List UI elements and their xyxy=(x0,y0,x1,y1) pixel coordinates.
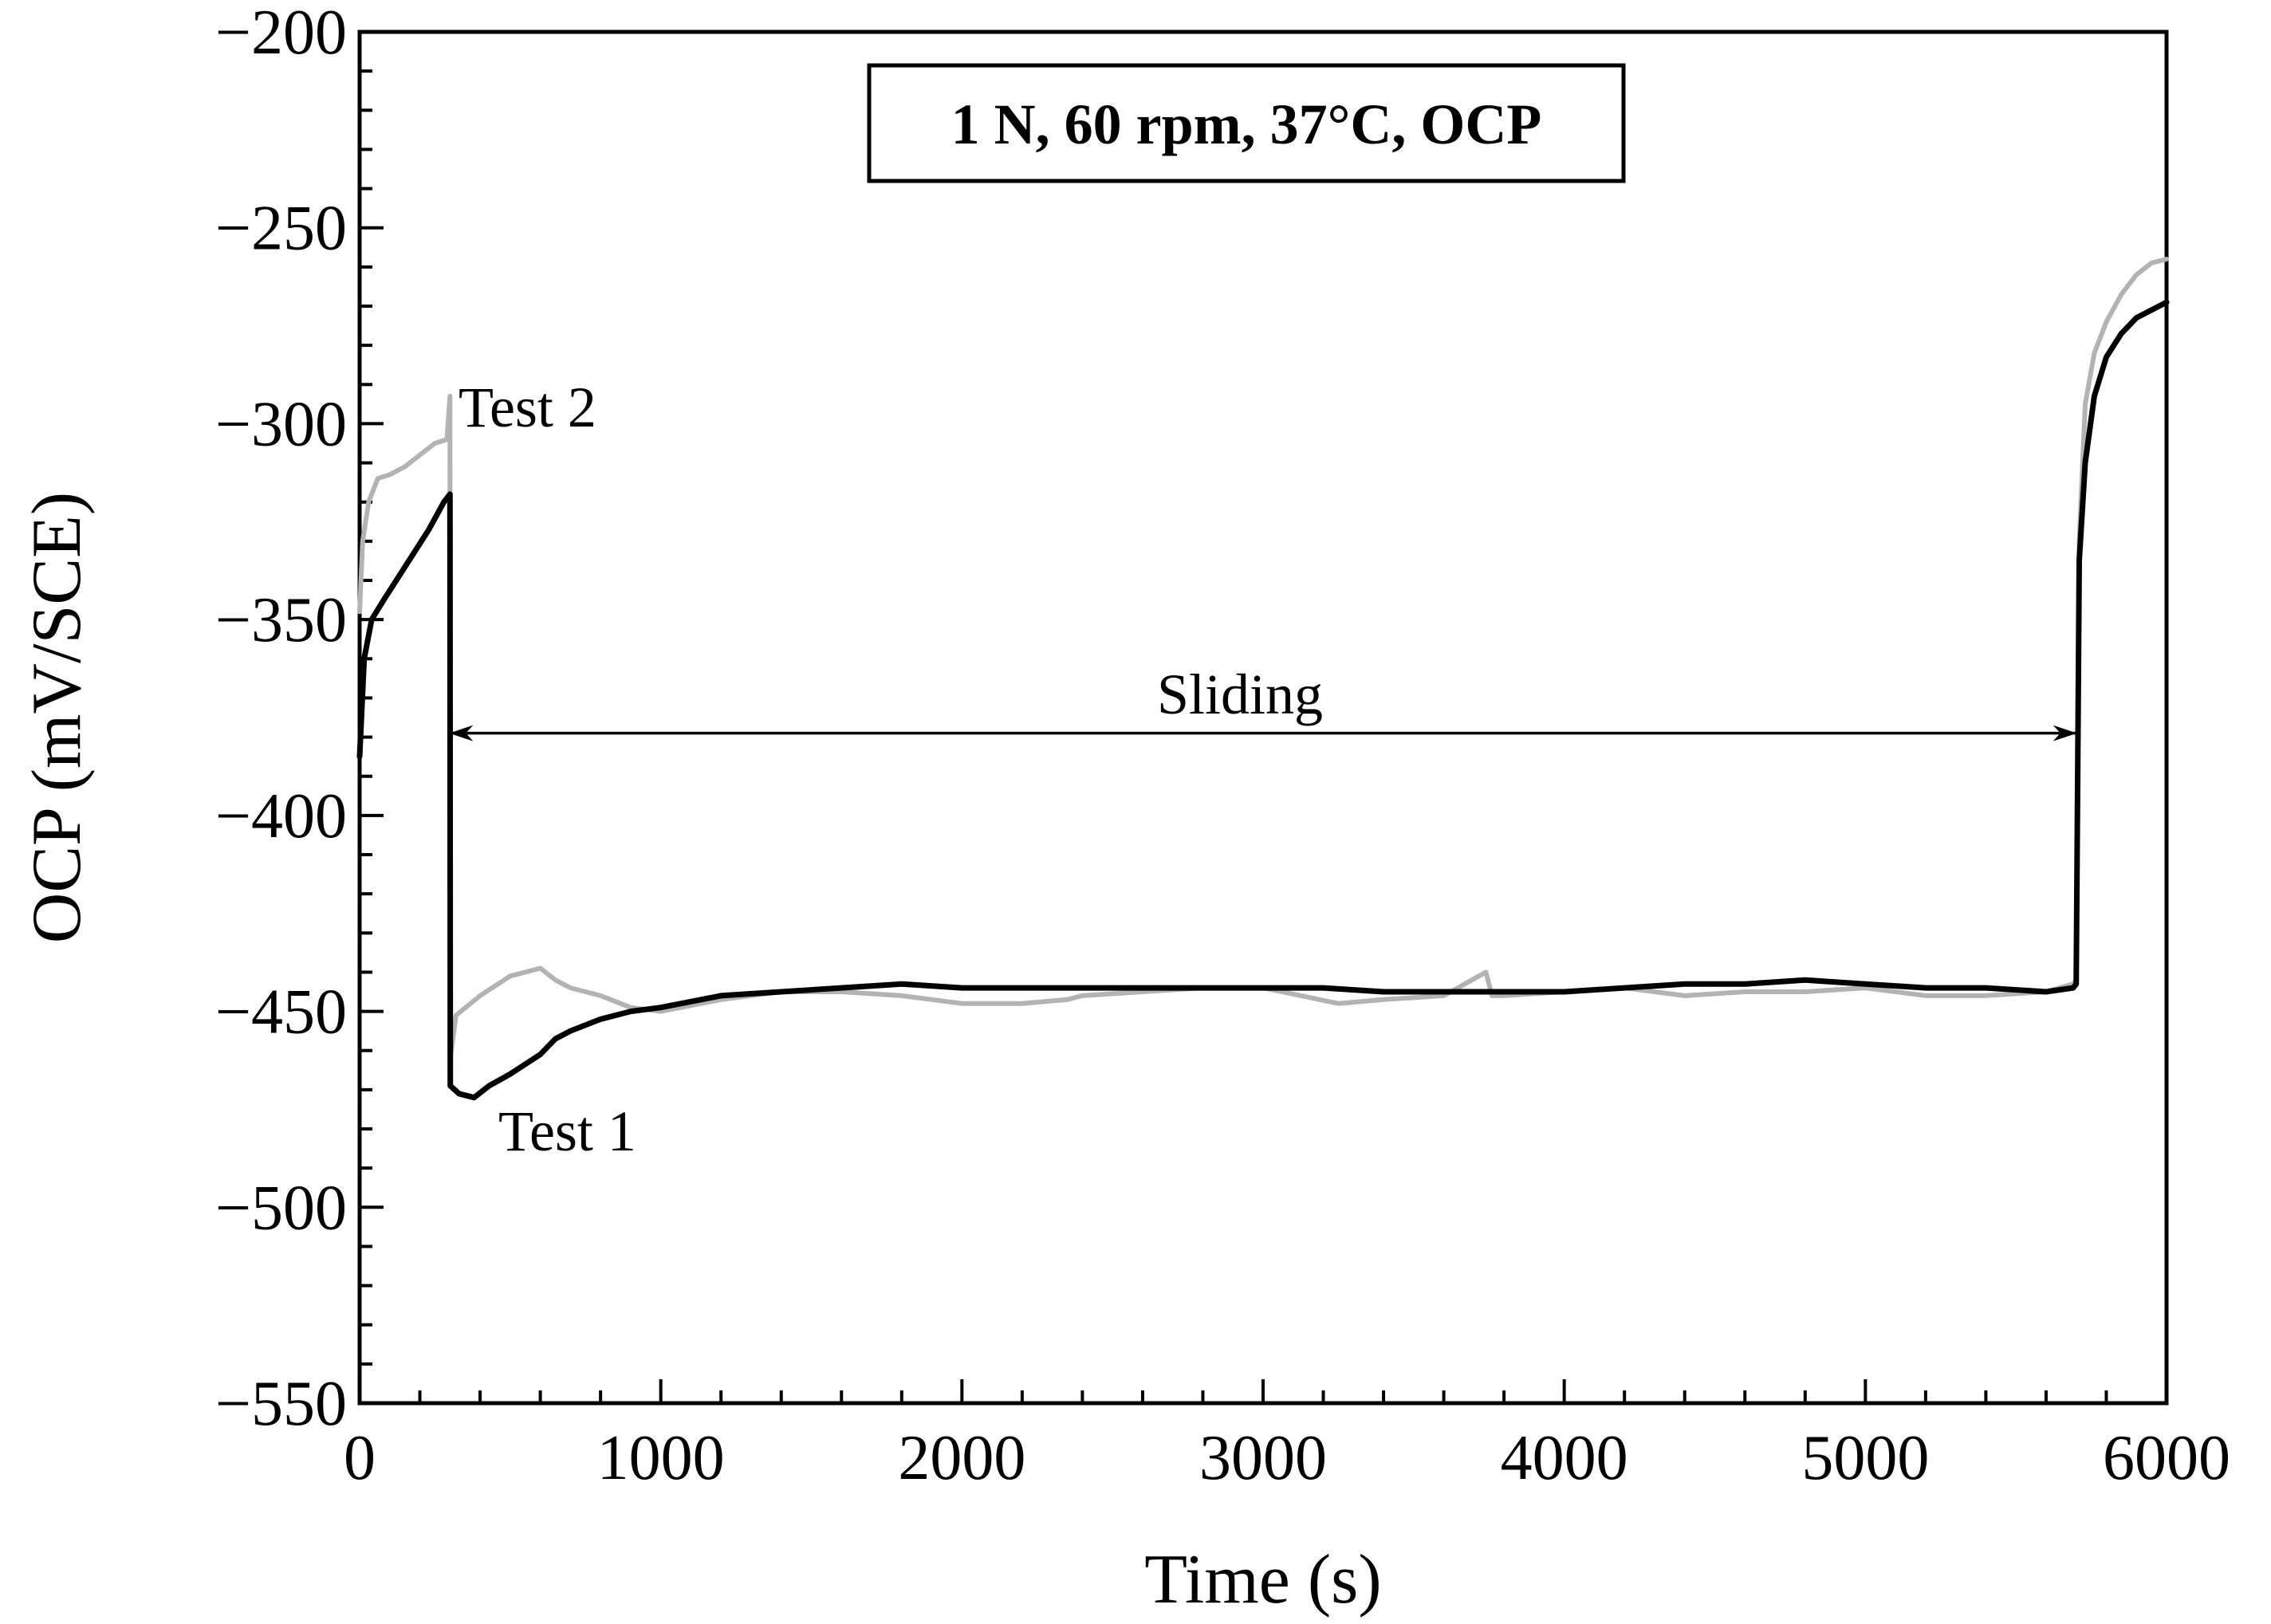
y-tick-label: −550 xyxy=(215,1369,347,1439)
plot-area xyxy=(357,29,2169,1406)
y-tick-label: −450 xyxy=(215,977,347,1048)
y-tick-label: −400 xyxy=(215,781,347,851)
y-tick-label: −350 xyxy=(215,585,347,655)
x-tick-label: 2000 xyxy=(898,1423,1025,1493)
y-tick-label: −300 xyxy=(215,389,347,459)
x-tick-label: 5000 xyxy=(1801,1423,1929,1493)
y-tick-label: −500 xyxy=(215,1173,347,1243)
x-axis-title: Time (s) xyxy=(1144,1541,1381,1618)
test1-label: Test 1 xyxy=(498,1099,636,1163)
x-axis: 0 1000 2000 3000 4000 5000 6000 xyxy=(344,1379,2230,1493)
y-axis-title: OCP (mV/SCE) xyxy=(18,492,96,943)
y-tick-label: −250 xyxy=(215,194,347,264)
test2-label: Test 2 xyxy=(459,376,596,439)
series-layer xyxy=(356,257,2170,1101)
y-axis: −200 −250 −300 −350 −400 −450 −500 −550 xyxy=(215,0,384,1439)
series-line-test-1 xyxy=(356,299,2170,1101)
y-tick-label: −200 xyxy=(215,0,347,68)
x-tick-label: 0 xyxy=(344,1423,376,1493)
x-tick-label: 3000 xyxy=(1199,1423,1327,1493)
sliding-label: Sliding xyxy=(1157,663,1323,726)
x-tick-label: 6000 xyxy=(2103,1423,2230,1493)
x-tick-label: 1000 xyxy=(597,1423,725,1493)
title-box xyxy=(867,63,1626,183)
x-tick-label: 4000 xyxy=(1501,1423,1628,1493)
chart-title: 1 N, 60 rpm, 37°C, OCP xyxy=(951,92,1542,156)
